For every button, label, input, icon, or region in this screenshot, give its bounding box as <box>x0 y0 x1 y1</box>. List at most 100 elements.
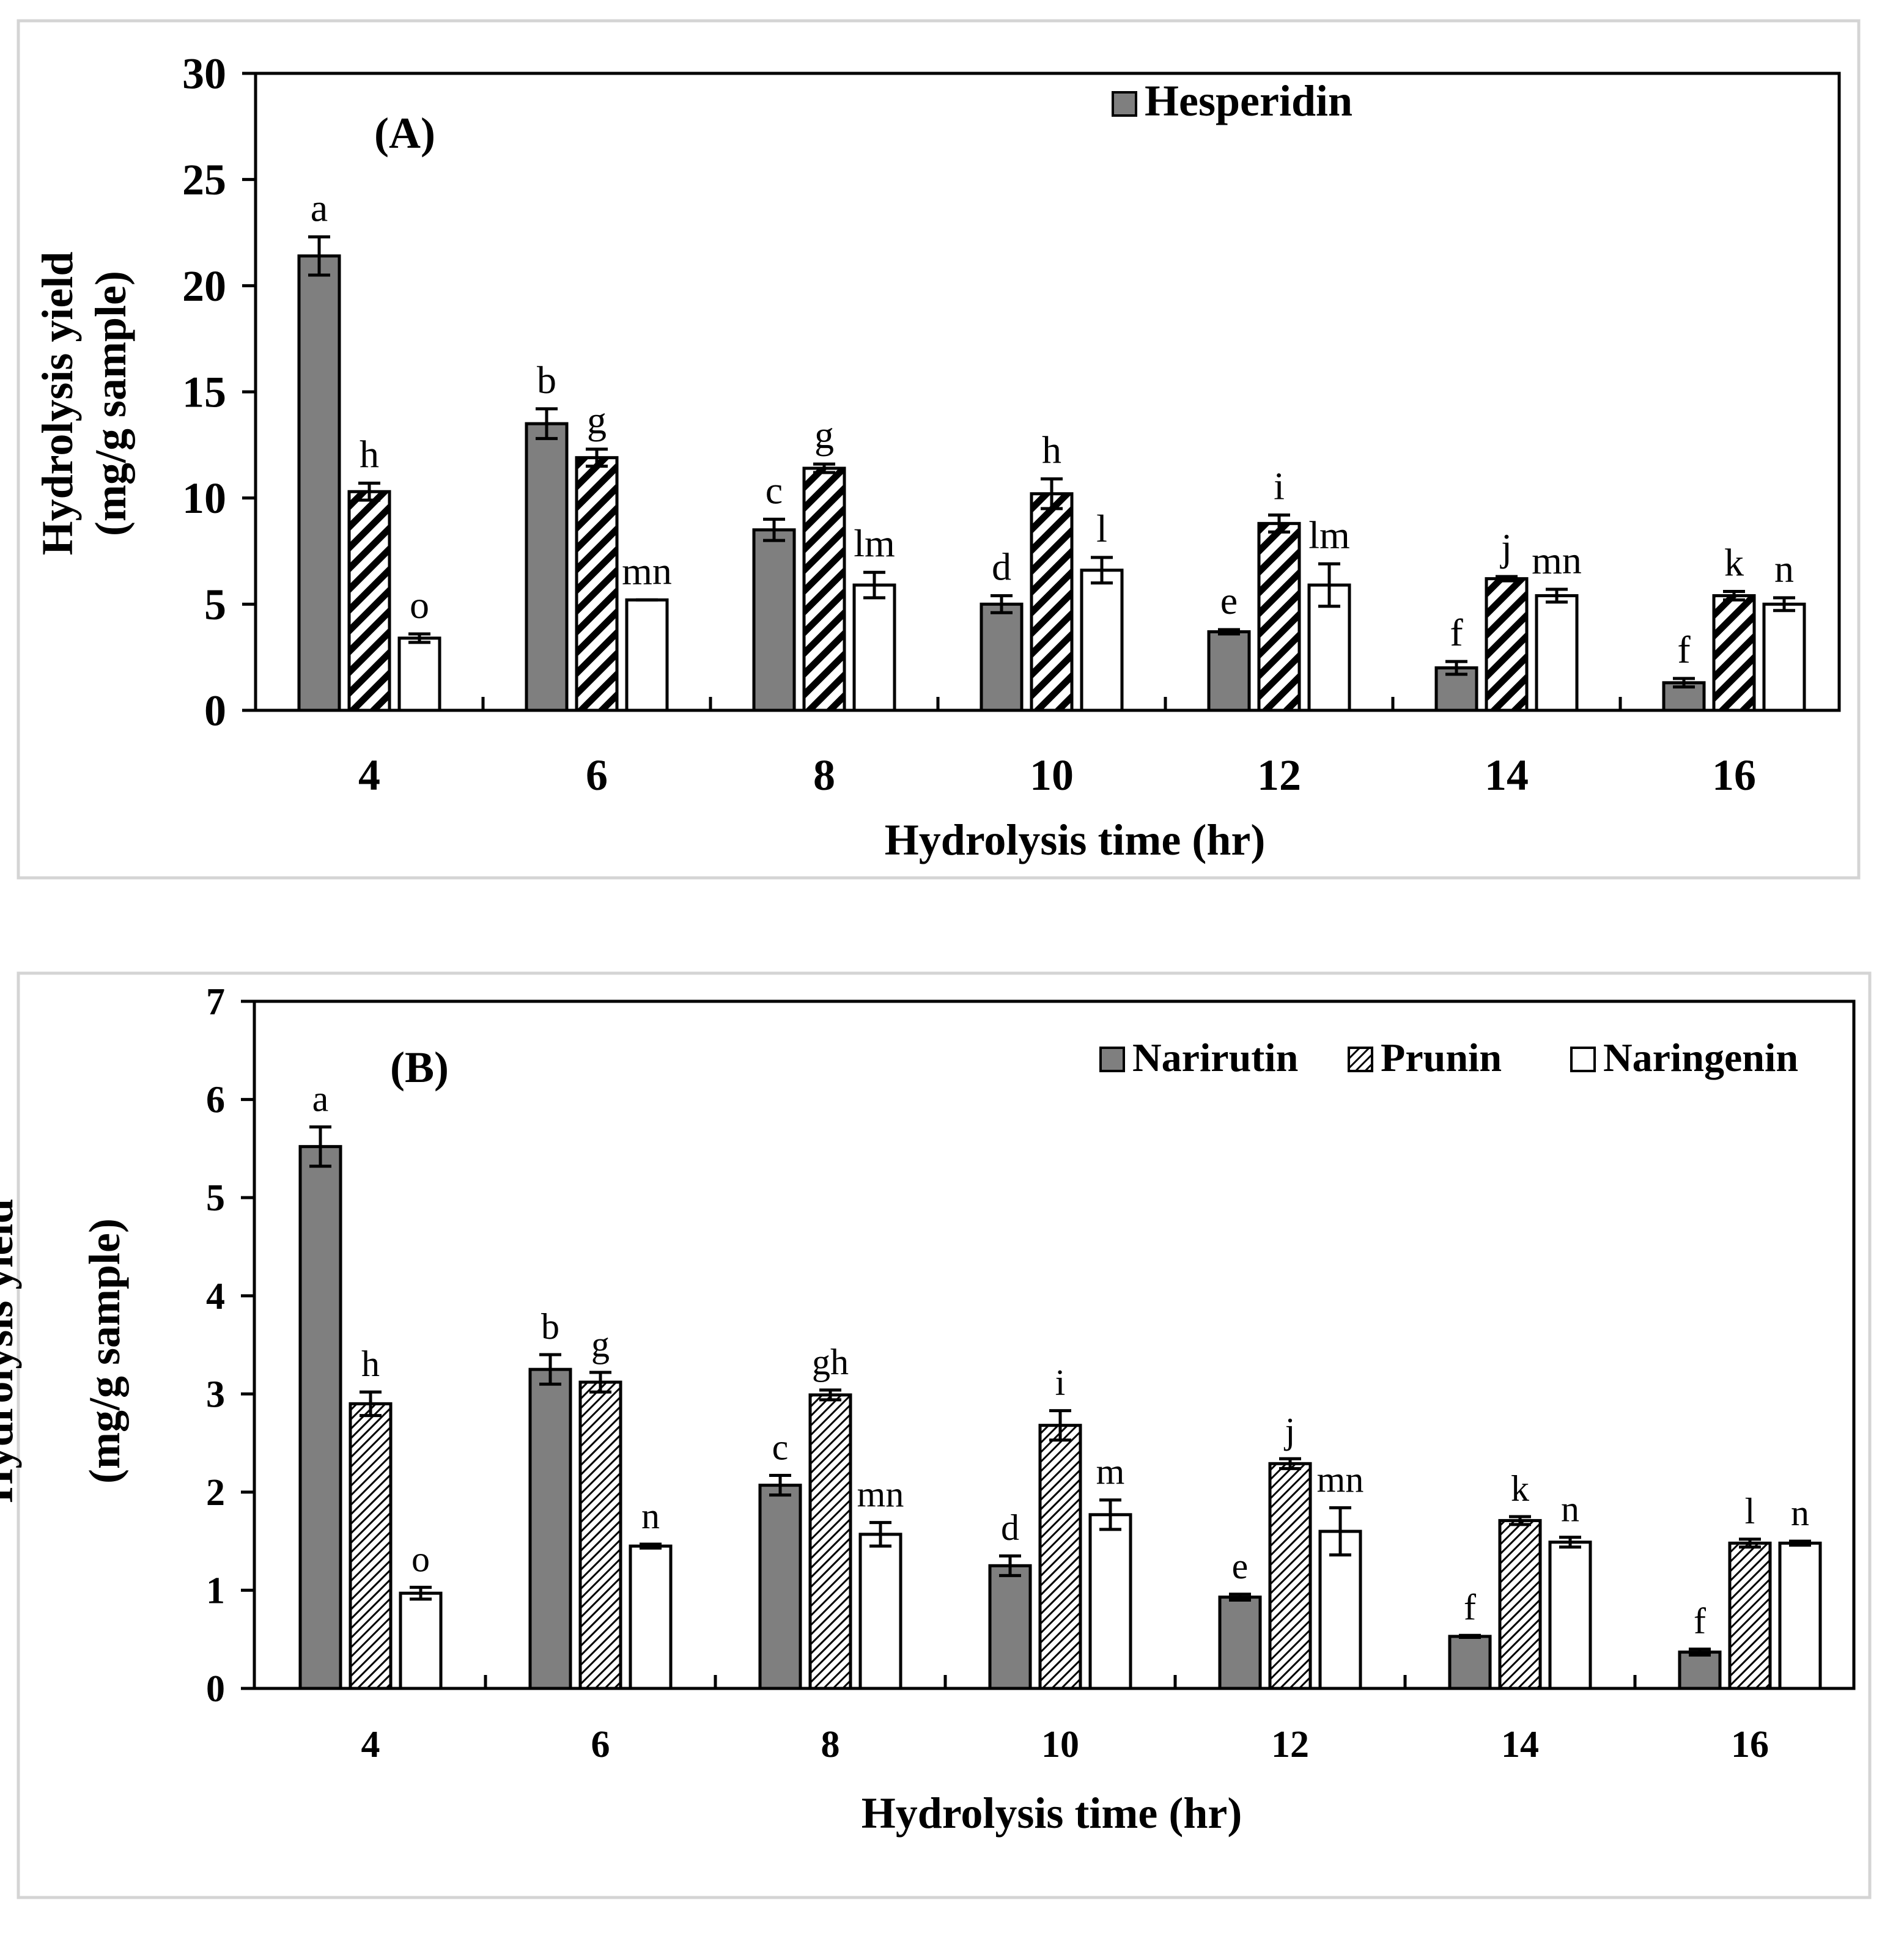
chartb-x-tick-label: 8 <box>821 1724 840 1765</box>
chartb-data-label: n <box>641 1496 660 1536</box>
chartb-y-tick-label: 7 <box>206 981 225 1023</box>
chartb-y-tick-label: 4 <box>206 1276 225 1317</box>
charta-data-label: a <box>311 186 328 229</box>
charta-data-label: k <box>1724 540 1744 584</box>
chartb-legend-swatch <box>1099 1047 1125 1072</box>
chartb-data-label: g <box>591 1324 610 1364</box>
chartb-data-label: o <box>411 1539 430 1580</box>
charta-bar <box>1257 521 1301 712</box>
charta-data-label: g <box>814 413 834 457</box>
chartb-legend-label: Naringenin <box>1603 1036 1798 1080</box>
charta-bar <box>347 490 391 712</box>
panel-a-frame <box>17 19 1861 880</box>
charta-bar <box>980 602 1024 712</box>
charta-data-label: o <box>410 583 429 627</box>
charta-data-label: e <box>1220 579 1238 622</box>
chartb-data-label: b <box>541 1306 559 1347</box>
charta-legend-swatch <box>1112 91 1137 117</box>
charta-data-label: lm <box>854 521 895 565</box>
charta-bar <box>1535 594 1579 712</box>
chartb-bar <box>528 1367 572 1690</box>
charta-data-label: g <box>587 399 607 442</box>
chartb-x-axis-title: Hydrolysis time (hr) <box>862 1789 1242 1838</box>
chartb-data-label: m <box>1096 1452 1125 1492</box>
charta-bar <box>802 466 846 712</box>
charta-data-label: lm <box>1308 513 1350 556</box>
charta-bar <box>297 254 341 712</box>
charta-data-label: n <box>1774 547 1794 591</box>
chartb-bar <box>1678 1651 1722 1690</box>
chartb-y-tick-label: 2 <box>206 1472 225 1514</box>
charta-data-label: h <box>1042 428 1061 471</box>
charta-y-tick-label: 30 <box>182 49 226 98</box>
chartb-panel-label: (B) <box>390 1043 449 1092</box>
charta-bar <box>525 422 569 712</box>
chartb-y-tick-label: 1 <box>206 1570 225 1612</box>
charta-x-tick-label: 6 <box>586 751 608 800</box>
chartb-legend-label: Prunin <box>1381 1036 1502 1080</box>
charta-y-tick-label: 15 <box>182 367 226 416</box>
chartb-bar <box>1088 1513 1132 1690</box>
charta-x-tick-label: 12 <box>1257 751 1301 800</box>
charta-bar <box>575 456 619 712</box>
charta-x-tick-label: 16 <box>1712 751 1756 800</box>
chartb-data-label: i <box>1055 1363 1066 1403</box>
charta-x-tick-label: 4 <box>358 751 380 800</box>
chartb-bar <box>1778 1541 1822 1690</box>
charta-y-tick-label: 10 <box>182 474 226 523</box>
charta-panel-label: (A) <box>374 109 435 158</box>
chartb-y-tick-label: 0 <box>206 1668 225 1710</box>
chartb-legend-label: Narirutin <box>1132 1036 1298 1080</box>
chartb-x-tick-label: 14 <box>1501 1724 1539 1765</box>
chartb-bar <box>1448 1635 1492 1690</box>
chartb-bar <box>349 1402 393 1690</box>
chartb-data-label: mn <box>857 1474 904 1515</box>
chartb-bar <box>1548 1540 1592 1690</box>
chartb-data-label: mn <box>1317 1460 1364 1500</box>
charta-data-label: mn <box>1532 539 1582 582</box>
charta-bar <box>852 583 896 712</box>
chartb-bar <box>1268 1462 1312 1690</box>
charta-y-axis-title-units: (mg/g sample) <box>86 271 135 536</box>
chartb-data-label: d <box>1001 1507 1019 1548</box>
chartb-data-label: j <box>1284 1410 1296 1451</box>
chartb-data-label: n <box>1791 1493 1809 1533</box>
charta-data-label: f <box>1677 628 1691 671</box>
chartb-data-label: c <box>772 1427 789 1468</box>
chartb-bar <box>629 1544 673 1690</box>
chartb-y-axis-title-units: (mg/g sample) <box>80 1218 129 1484</box>
chartb-bar <box>298 1145 342 1690</box>
chartb-bar <box>758 1484 802 1690</box>
chartb-data-label: gh <box>812 1342 849 1382</box>
chartb-y-tick-label: 5 <box>206 1177 225 1219</box>
chartb-bar <box>399 1591 443 1690</box>
charta-bar <box>752 528 796 712</box>
chartb-bar <box>988 1564 1032 1690</box>
charta-data-label: h <box>360 432 379 476</box>
chartb-data-label: n <box>1561 1489 1579 1529</box>
charta-data-label: mn <box>622 549 672 592</box>
chartb-x-tick-label: 16 <box>1731 1724 1769 1765</box>
charta-y-tick-label: 20 <box>182 262 226 311</box>
chartb-data-label: h <box>361 1344 380 1384</box>
chartb-y-axis-title: Hydrolysis yield <box>0 1199 22 1503</box>
charta-data-label: l <box>1096 507 1107 550</box>
chartb-bar <box>578 1380 622 1690</box>
charta-y-tick-label: 5 <box>204 580 226 629</box>
chartb-bar <box>1728 1541 1772 1690</box>
charta-bar <box>1712 594 1756 712</box>
chartb-data-label: l <box>1745 1491 1755 1531</box>
chartb-bar <box>1218 1596 1262 1690</box>
charta-data-label: f <box>1450 611 1463 654</box>
chartb-bar <box>1498 1518 1542 1690</box>
chartb-data-label: a <box>312 1079 329 1119</box>
panel-b-frame <box>17 971 1872 1899</box>
charta-data-label: c <box>766 468 783 512</box>
charta-bar <box>1080 569 1124 712</box>
charta-data-label: b <box>537 358 556 402</box>
chartb-bar <box>858 1533 902 1690</box>
chartb-data-label: e <box>1232 1546 1249 1586</box>
charta-x-tick-label: 8 <box>813 751 835 800</box>
